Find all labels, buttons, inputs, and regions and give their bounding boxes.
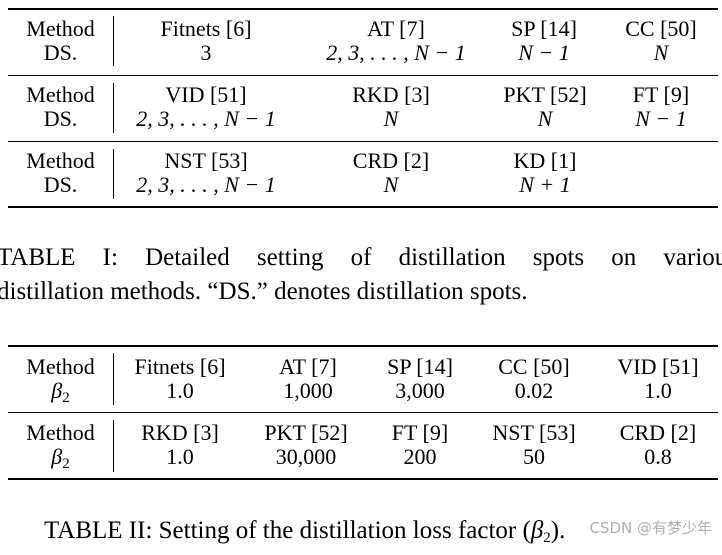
table-2-row-1-label: Method β2 xyxy=(26,354,95,407)
table-2-divider-2 xyxy=(113,420,114,472)
table-2-cell-nst: NST [53] 50 xyxy=(492,420,576,469)
table-1-divider-2 xyxy=(113,83,114,133)
table-2-caption: TABLE II: Setting of the distillation lo… xyxy=(44,517,566,546)
table-1-cell-cc: CC [50] N xyxy=(625,16,697,65)
table-2-cell-pkt: PKT [52] 30,000 xyxy=(264,420,348,469)
table-1-row-2-label: Method DS. xyxy=(26,82,95,131)
table-2-cell-vid: VID [51] 1.0 xyxy=(617,354,699,403)
table-1-divider-1 xyxy=(113,16,114,66)
table-1-cell-sp: SP [14] N − 1 xyxy=(511,16,577,65)
table-1-row-1-label: Method DS. xyxy=(26,16,95,65)
table-2-cell-fitnets: Fitnets [6] 1.0 xyxy=(134,354,226,403)
table-1-cell-vid: VID [51] 2, 3, . . . , N − 1 xyxy=(136,82,276,131)
table-1-cell-ft: FT [9] N − 1 xyxy=(632,82,690,131)
table-1-cell-kd: KD [1] N + 1 xyxy=(513,148,577,197)
table-1-caption: TABLE I: Detailed setting of distillatio… xyxy=(0,244,722,305)
table-2-cell-at: AT [7] 1,000 xyxy=(279,354,337,403)
table-1-row-rule-2 xyxy=(8,141,718,142)
table-2-cell-rkd: RKD [3] 1.0 xyxy=(141,420,219,469)
table-2-divider-1 xyxy=(113,353,114,405)
table-2-row-rule xyxy=(8,412,718,413)
table-1-cell-rkd: RKD [3] N xyxy=(352,82,430,131)
table-2-row-2-label: Method β2 xyxy=(26,420,95,473)
table-1-divider-3 xyxy=(113,149,114,199)
table-1-cell-fitnets: Fitnets [6] 3 xyxy=(160,16,252,65)
table-1-bottom-rule xyxy=(8,206,718,208)
table-2-cell-sp: SP [14] 3,000 xyxy=(387,354,453,403)
table-1-cell-pkt: PKT [52] N xyxy=(503,82,587,131)
table-2-cell-cc: CC [50] 0.02 xyxy=(498,354,570,403)
table-1-top-rule xyxy=(8,8,718,10)
watermark: CSDN @有梦少年 xyxy=(589,519,712,537)
table-2-cell-ft: FT [9] 200 xyxy=(391,420,449,469)
table-1-cell-nst: NST [53] 2, 3, . . . , N − 1 xyxy=(136,148,276,197)
table-2-cell-crd: CRD [2] 0.8 xyxy=(619,420,697,469)
table-2-top-rule xyxy=(8,345,718,347)
table-1-row-rule-1 xyxy=(8,75,718,76)
table-1-cell-at: AT [7] 2, 3, . . . , N − 1 xyxy=(326,16,466,65)
table-1-cell-crd: CRD [2] N xyxy=(352,148,430,197)
table-1-row-3-label: Method DS. xyxy=(26,148,95,197)
table-2-bottom-rule xyxy=(8,478,718,480)
